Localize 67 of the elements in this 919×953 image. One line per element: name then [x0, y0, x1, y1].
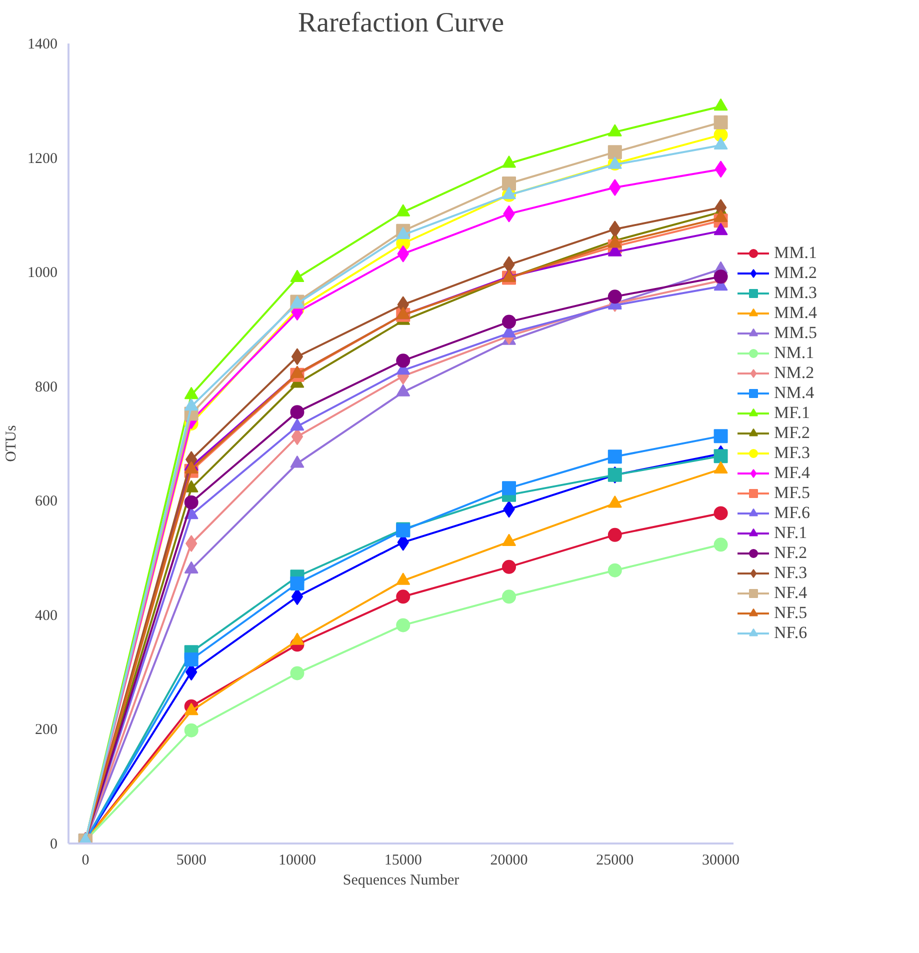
point: [502, 481, 516, 496]
x-tick-label: 15000: [384, 852, 422, 868]
point: [714, 506, 728, 520]
point: [502, 560, 516, 574]
point: [714, 429, 728, 444]
point: [502, 314, 516, 329]
point: [184, 652, 198, 666]
y-tick-label: 600: [35, 494, 58, 510]
point: [714, 538, 728, 552]
legend-label: NM.4: [774, 383, 814, 403]
point: [291, 348, 304, 366]
point: [608, 450, 622, 464]
legend-label: MF.2: [774, 423, 810, 443]
legend-label: MF.3: [774, 443, 810, 463]
y-tick-label: 400: [35, 608, 58, 624]
legend-label: MM.4: [774, 303, 817, 323]
point: [714, 160, 727, 178]
y-tick-label: 800: [35, 379, 58, 396]
point: [184, 723, 198, 738]
point: [714, 449, 728, 464]
point: [608, 563, 622, 578]
legend-label: MF.5: [774, 483, 810, 503]
x-tick-label: 0: [82, 852, 90, 868]
legend-label: NF.6: [774, 623, 808, 643]
legend-label: MM.1: [774, 243, 817, 263]
point: [502, 176, 516, 190]
point: [396, 590, 410, 604]
point: [714, 270, 728, 284]
point: [186, 535, 198, 552]
legend-label: NF.2: [774, 543, 808, 563]
point: [609, 179, 621, 196]
point: [396, 618, 410, 632]
x-tick-label: 25000: [596, 852, 634, 868]
y-tick-label: 0: [50, 836, 58, 852]
point: [396, 354, 410, 368]
x-tick-label: 20000: [490, 852, 528, 868]
legend-label: NM.1: [774, 343, 814, 363]
x-tick-label: 5000: [176, 852, 206, 868]
point: [184, 495, 198, 510]
y-tick-label: 200: [35, 722, 58, 738]
point: [290, 666, 304, 680]
y-tick-label: 1200: [28, 150, 58, 167]
legend-label: MM.3: [774, 283, 817, 303]
x-axis-title: Sequences Number: [342, 872, 460, 888]
legend-label: NF.1: [774, 523, 808, 543]
chart-title: Rarefaction Curve: [298, 8, 504, 38]
legend-label: NF.5: [774, 603, 808, 623]
legend-label: MM.2: [774, 263, 817, 283]
legend-label: NF.3: [774, 563, 808, 583]
legend-label: NF.4: [774, 583, 808, 603]
point: [290, 405, 304, 420]
legend-label: MF.6: [774, 503, 810, 523]
y-tick-label: 1000: [28, 265, 58, 282]
point: [608, 290, 622, 304]
legend-label: MM.5: [774, 323, 817, 343]
x-tick-label: 10000: [278, 852, 316, 868]
legend-label: MF.1: [774, 403, 810, 423]
legend-label: MF.4: [774, 463, 810, 483]
point: [608, 528, 622, 542]
x-tick-label: 30000: [702, 852, 740, 868]
point: [714, 115, 728, 130]
legend-label: NM.2: [774, 363, 814, 383]
point: [608, 145, 622, 160]
y-tick-label: 1400: [28, 36, 58, 52]
point: [502, 590, 516, 604]
point: [290, 576, 304, 590]
y-axis-title: OTUs: [4, 425, 20, 462]
